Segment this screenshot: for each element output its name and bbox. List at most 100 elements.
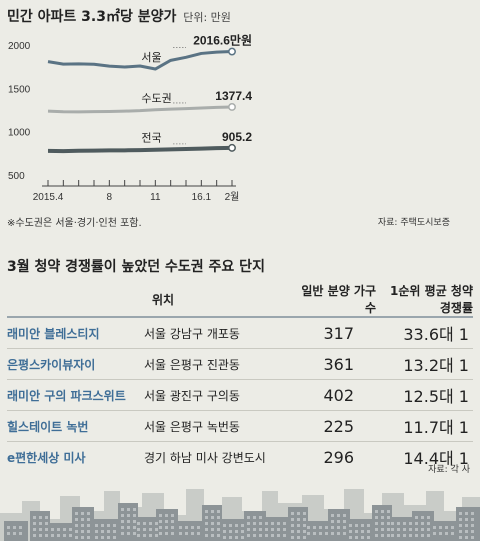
building-window — [367, 536, 370, 539]
series-end-marker — [228, 47, 236, 56]
building-window — [331, 520, 334, 523]
building-window — [45, 534, 48, 537]
building-window — [381, 528, 384, 531]
building-window — [121, 532, 124, 535]
building-window — [217, 516, 220, 519]
cell-competition: 12.5대 1 — [376, 379, 473, 411]
building-window — [235, 530, 238, 533]
building-window — [127, 520, 130, 523]
series-end-value: 1377.4 — [215, 89, 252, 103]
cell-units: 296 — [292, 441, 376, 472]
building-window — [121, 520, 124, 523]
building-window — [81, 524, 84, 527]
building-window — [291, 530, 294, 533]
building-window — [471, 530, 474, 533]
building-window — [197, 526, 200, 529]
series-name-label: 수도권 — [141, 92, 171, 105]
building-window — [459, 512, 462, 515]
building-window — [247, 528, 250, 531]
cell-competition: 11.7대 1 — [376, 410, 473, 442]
building-window — [101, 524, 104, 527]
column-header: 1순위 평균 청약 경쟁률 — [390, 284, 473, 315]
building-window — [205, 516, 208, 519]
building-window — [33, 528, 36, 531]
building-window — [127, 526, 130, 529]
building-window — [137, 528, 140, 531]
building-window — [303, 518, 306, 521]
building-window — [81, 518, 84, 521]
building-window — [297, 530, 300, 533]
unit-label: 단위: 만원 — [183, 11, 231, 24]
building-window — [403, 534, 406, 537]
building-window — [421, 522, 424, 525]
cell-location: 경기 하남 미사 강변도시 — [144, 441, 292, 472]
cell-units: 402 — [292, 379, 376, 411]
building-window — [241, 524, 244, 527]
building-window — [143, 528, 146, 531]
building-window — [101, 530, 104, 533]
y-tick-label: 500 — [8, 171, 25, 182]
table-row: 래미안 블레스티지 서울 강남구 개포동 317 33.6대 1 — [7, 316, 473, 349]
building-window — [387, 516, 390, 519]
building-window — [247, 534, 250, 537]
building-window — [439, 532, 442, 535]
building-window — [283, 522, 286, 525]
building-window — [271, 528, 274, 531]
building-window — [361, 536, 364, 539]
column-header: 위치 — [152, 292, 175, 307]
building-window — [433, 532, 436, 535]
building-window — [375, 528, 378, 531]
building-window — [39, 516, 42, 519]
table-row: e편한세상 미사 경기 하남 미사 강변도시 296 14.4대 1 — [7, 441, 473, 472]
building-window — [87, 512, 90, 515]
building-window — [409, 528, 412, 531]
building-window — [259, 516, 262, 519]
building-window — [391, 534, 394, 537]
building-window — [319, 532, 322, 535]
building-window — [19, 532, 22, 535]
building-window — [185, 526, 188, 529]
cell-units: 225 — [292, 410, 376, 442]
building-window — [75, 536, 78, 539]
building-window — [361, 524, 364, 527]
building-window — [133, 532, 136, 535]
building-window — [143, 534, 146, 537]
building-window — [415, 528, 418, 531]
building-window — [471, 524, 474, 527]
building-window — [217, 534, 220, 537]
building-front — [430, 521, 460, 541]
building-window — [211, 516, 214, 519]
building-window — [75, 512, 78, 515]
building-window — [297, 512, 300, 515]
building-window — [277, 534, 280, 537]
building-window — [427, 516, 430, 519]
building-window — [247, 516, 250, 519]
cell-name: 힐스테이트 녹번 — [7, 410, 144, 442]
building-window — [197, 532, 200, 535]
building-window — [159, 514, 162, 517]
cell-units: 361 — [292, 348, 376, 380]
building-window — [7, 532, 10, 535]
building-window — [133, 520, 136, 523]
building-window — [39, 522, 42, 525]
building-window — [465, 536, 468, 539]
building-window — [283, 534, 286, 537]
building-window — [81, 512, 84, 515]
building-window — [19, 526, 22, 529]
building-window — [217, 522, 220, 525]
city-skyline-illustration — [0, 489, 480, 541]
building-window — [211, 528, 214, 531]
building-window — [159, 526, 162, 529]
cell-units: 317 — [292, 316, 376, 349]
building-window — [107, 524, 110, 527]
building-window — [133, 526, 136, 529]
building-window — [337, 532, 340, 535]
building-window — [217, 510, 220, 513]
building-window — [211, 510, 214, 513]
building-window — [291, 536, 294, 539]
building-window — [133, 508, 136, 511]
building-window — [265, 534, 268, 537]
building-window — [45, 528, 48, 531]
building-window — [95, 536, 98, 539]
building-window — [421, 516, 424, 519]
